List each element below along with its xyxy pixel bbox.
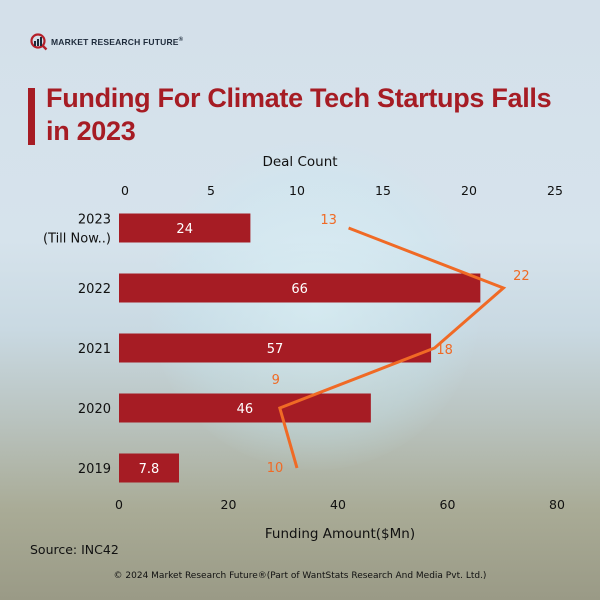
funding-tick-label: 80 (549, 497, 565, 512)
category-labels: 2023 (Till Now..) 2022 2021 2020 2019 (43, 213, 111, 478)
copyright-note: © 2024 Market Research Future®(Part of W… (113, 571, 487, 581)
deal-count-line-layer: 13 22 18 9 10 (267, 213, 530, 476)
funding-tick-label: 20 (221, 497, 237, 512)
category-label: (Till Now..) (43, 232, 111, 247)
funding-bar-label: 24 (176, 222, 193, 237)
funding-axis: 0 20 40 60 80 (115, 497, 565, 512)
funding-bar-label: 57 (267, 342, 284, 357)
funding-tick-label: 40 (330, 497, 346, 512)
funding-bar (119, 273, 481, 303)
deal-count-tick-label: 5 (207, 183, 215, 198)
funding-tick-label: 60 (440, 497, 456, 512)
funding-tick-label: 0 (115, 497, 123, 512)
funding-bar-label: 66 (291, 282, 308, 297)
funding-bar (119, 393, 371, 423)
chart-title: Funding For Climate Tech Startups Falls … (46, 83, 552, 146)
funding-bar (119, 213, 251, 243)
title-accent-bar (28, 88, 35, 145)
funding-axis-title: Funding Amount($Mn) (265, 526, 415, 542)
funding-bar-label: 46 (237, 402, 254, 417)
category-label: 2019 (78, 462, 111, 477)
deal-count-label: 13 (320, 213, 337, 228)
deal-count-tick-label: 10 (289, 183, 305, 198)
category-label: 2020 (78, 402, 111, 417)
deal-count-tick-label: 20 (461, 183, 477, 198)
magnifier-chart-icon (30, 33, 48, 51)
deal-count-axis-title: Deal Count (262, 154, 337, 170)
category-label: 2023 (78, 213, 111, 228)
category-label: 2022 (78, 282, 111, 297)
deal-count-axis: 0 5 10 15 20 25 (121, 183, 563, 198)
deal-count-tick-label: 15 (375, 183, 391, 198)
brand-name: MARKET RESEARCH FUTURE® (51, 37, 184, 47)
deal-count-tick-label: 25 (547, 183, 563, 198)
funding-bars: 24 66 57 46 7.8 (119, 213, 481, 483)
category-label: 2021 (78, 342, 111, 357)
funding-bar (119, 333, 432, 363)
deal-count-label: 18 (436, 343, 453, 358)
deal-count-label: 9 (272, 373, 280, 388)
deal-count-label: 22 (513, 269, 530, 284)
deal-count-tick-label: 0 (121, 183, 129, 198)
funding-bar (119, 453, 179, 483)
funding-bar-label: 7.8 (139, 462, 160, 477)
source-note: Source: INC42 (30, 542, 119, 557)
brand-logo: MARKET RESEARCH FUTURE® (30, 33, 183, 51)
deal-count-label: 10 (267, 461, 284, 476)
